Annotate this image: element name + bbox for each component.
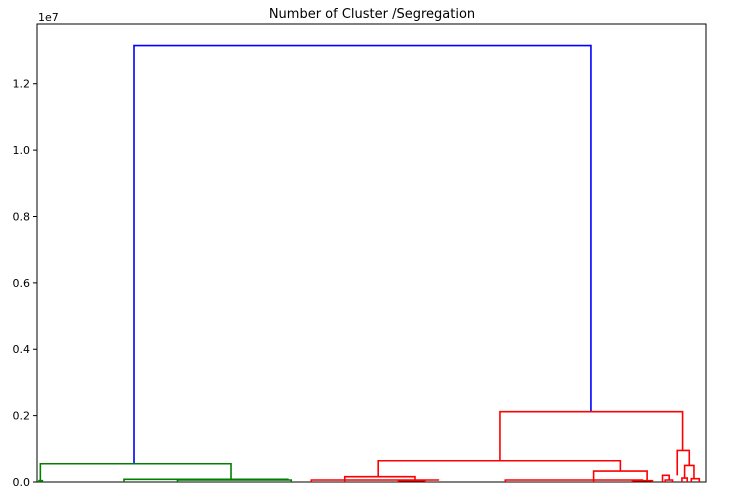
dendrogram-link bbox=[176, 479, 293, 482]
y-tick-label: 0.2 bbox=[13, 410, 31, 423]
dendrogram-link bbox=[592, 470, 648, 482]
dendrogram-link bbox=[39, 462, 232, 482]
y-tick-label: 0.8 bbox=[13, 210, 31, 223]
plot-area-frame bbox=[36, 23, 707, 483]
y-tick-label: 0.6 bbox=[13, 277, 31, 290]
y-axis-scale-offset: 1e7 bbox=[38, 11, 59, 24]
y-tick-label: 0.4 bbox=[13, 343, 31, 356]
dendrogram-links bbox=[38, 44, 701, 482]
dendrogram-link bbox=[499, 410, 684, 461]
dendrogram-link bbox=[377, 459, 622, 477]
dendrogram-link bbox=[676, 449, 691, 476]
y-tick-label: 1.0 bbox=[13, 144, 31, 157]
dendrogram-link bbox=[310, 479, 440, 482]
chart-title: Number of Cluster /Segregation bbox=[269, 7, 475, 22]
y-tick-label: 1.2 bbox=[13, 78, 31, 91]
dendrogram-link bbox=[681, 477, 689, 482]
dendrogram-link bbox=[631, 479, 654, 482]
y-tick-label: 0.0 bbox=[13, 476, 31, 489]
dendrogram-link bbox=[397, 479, 426, 482]
dendrogram-link bbox=[38, 479, 44, 482]
dendrogram-link bbox=[664, 479, 674, 482]
y-axis-ticks: 0.0 0.2 0.4 0.6 0.8 1.0 1.2 bbox=[13, 78, 37, 489]
dendrogram-link bbox=[661, 474, 671, 482]
dendrogram-link bbox=[690, 477, 701, 482]
dendrogram-link bbox=[683, 464, 695, 479]
dendrogram-link bbox=[133, 44, 592, 464]
